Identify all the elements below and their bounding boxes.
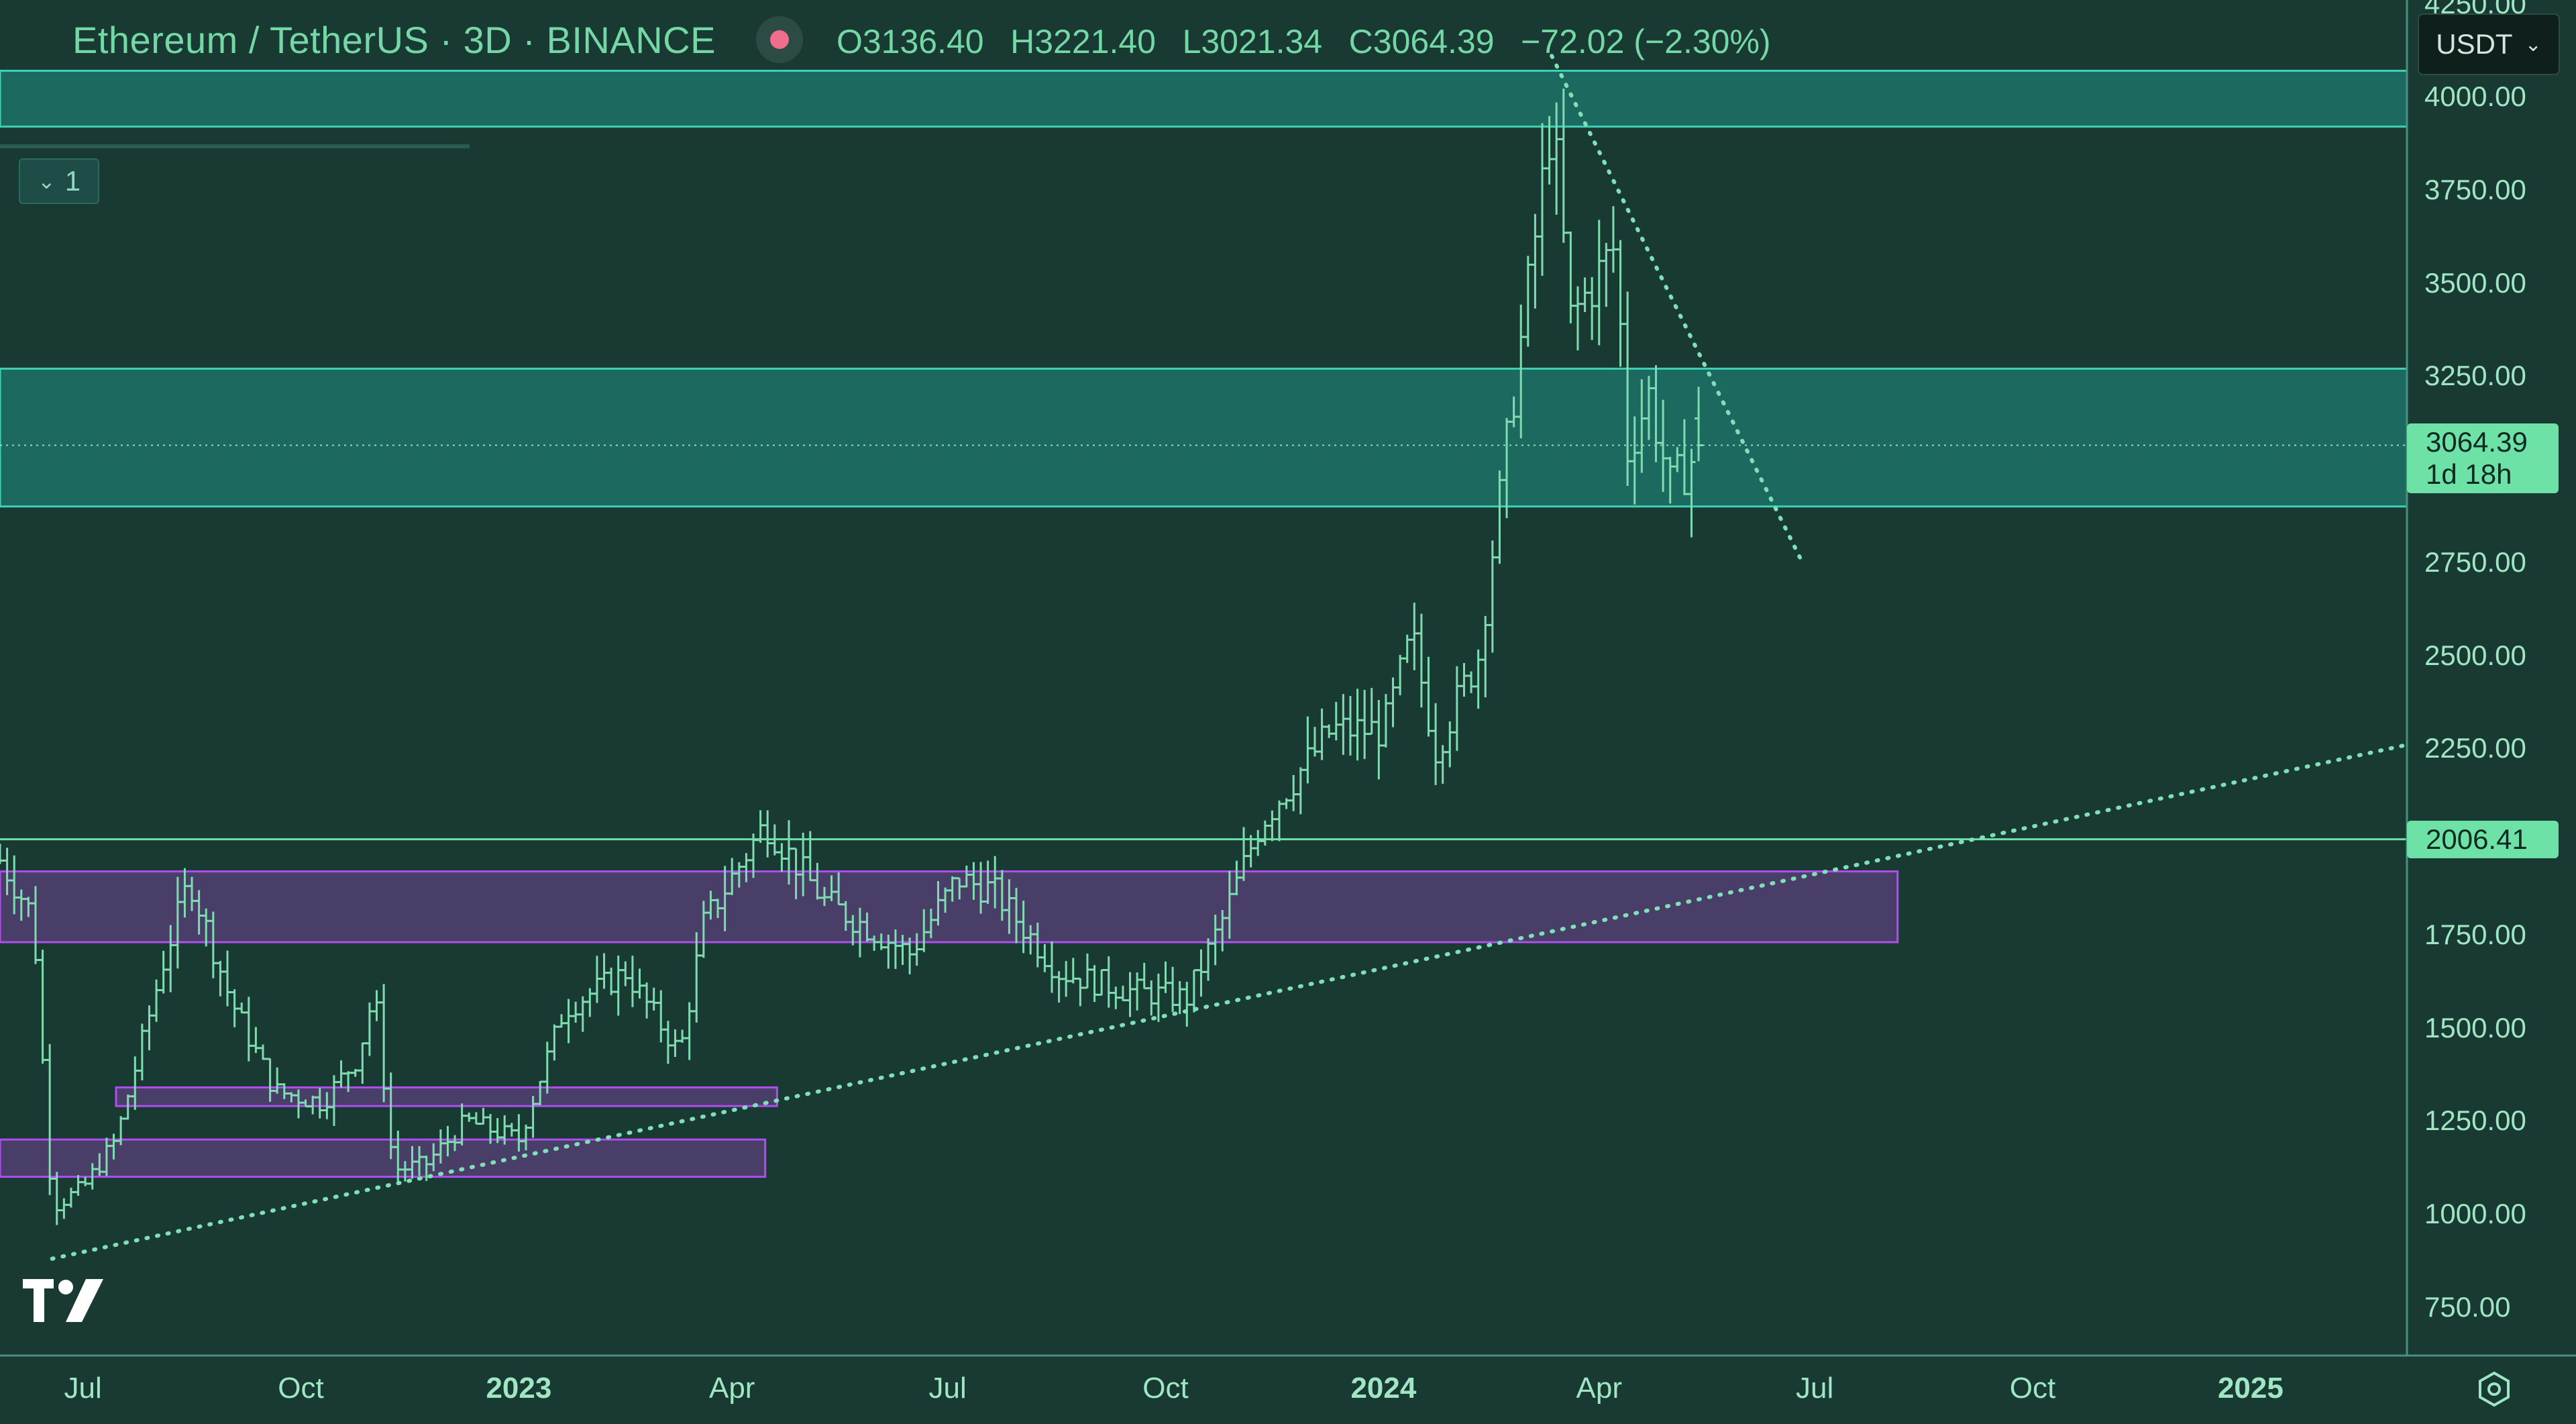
- open-value: O3136.40: [836, 22, 984, 60]
- dotted-trendline-1[interactable]: [1550, 54, 1803, 561]
- current-price-tag: 3064.39 1d 18h: [2407, 423, 2559, 494]
- currency-select-button[interactable]: USDT ⌄: [2418, 13, 2560, 75]
- ohlc-bar-238: [1687, 448, 1696, 538]
- price-tick-label-1: 4000.00: [2424, 81, 2526, 113]
- high-value: H3221.40: [1010, 22, 1156, 60]
- chevron-down-icon: ⌄: [2524, 33, 2542, 56]
- settings-gear-icon[interactable]: [2474, 1369, 2514, 1409]
- level-price-tag: 2006.41: [2407, 820, 2559, 858]
- price-tick-label-7: 2250.00: [2424, 732, 2526, 764]
- time-tick-label-4: Jul: [928, 1372, 967, 1405]
- indicator-toggle-button[interactable]: ⌄ 1: [19, 158, 99, 204]
- ohlc-values: O3136.40 H3221.40 L3021.34 C3064.39 −72.…: [837, 18, 1787, 62]
- time-tick-label-6: 2024: [1350, 1372, 1417, 1405]
- time-tick-label-0: Jul: [64, 1372, 102, 1405]
- chart-header: Ethereum / TetherUS · 3D · BINANCE O3136…: [72, 16, 1787, 63]
- support-zone-3[interactable]: [115, 1086, 778, 1107]
- time-tick-label-7: Apr: [1576, 1372, 1622, 1405]
- chevron-down-icon: ⌄: [37, 169, 56, 193]
- time-tick-label-10: 2025: [2217, 1372, 2284, 1405]
- change-value: −72.02 (−2.30%): [1521, 22, 1771, 60]
- time-tick-label-8: Jul: [1796, 1372, 1834, 1405]
- price-tick-label-5: 2750.00: [2424, 546, 2526, 578]
- price-tick-label-0: 4250.00: [2424, 0, 2526, 19]
- current-price-value: 3064.39: [2426, 426, 2528, 458]
- ohlc-bar-239: [1695, 387, 1703, 462]
- time-tick-label-5: Oct: [1142, 1372, 1189, 1405]
- tradingview-logo-icon[interactable]: [20, 1275, 107, 1329]
- price-tick-label-12: 750.00: [2424, 1290, 2511, 1323]
- price-tick-label-9: 1500.00: [2424, 1011, 2526, 1044]
- trendlines-layer: [50, 54, 2409, 1261]
- price-tick-label-4: 3250.00: [2424, 360, 2526, 392]
- resistance-zone-0[interactable]: [0, 69, 2408, 128]
- ohlc-candles: [0, 89, 1703, 1225]
- price-tick-label-8: 1750.00: [2424, 918, 2526, 950]
- price-tick-label-2: 3750.00: [2424, 174, 2526, 206]
- time-tick-label-2: 2023: [486, 1372, 552, 1405]
- countdown-value: 1d 18h: [2426, 458, 2512, 491]
- resistance-zone-1[interactable]: [0, 367, 2408, 508]
- time-tick-label-9: Oct: [2009, 1372, 2056, 1405]
- currency-label: USDT: [2436, 28, 2513, 60]
- symbol-title[interactable]: Ethereum / TetherUS · 3D · BINANCE: [72, 18, 716, 61]
- price-tick-label-10: 1250.00: [2424, 1105, 2526, 1137]
- low-value: L3021.34: [1182, 22, 1323, 60]
- dotted-trendline-0[interactable]: [50, 742, 2409, 1261]
- price-tick-label-3: 3500.00: [2424, 266, 2526, 299]
- zones-layer: [0, 69, 2408, 1178]
- price-tick-label-11: 1000.00: [2424, 1198, 2526, 1230]
- support-zone-4[interactable]: [0, 1138, 767, 1178]
- indicator-count: 1: [64, 165, 81, 197]
- support-zone-2[interactable]: [0, 870, 1899, 944]
- time-tick-label-3: Apr: [708, 1372, 755, 1405]
- close-value: C3064.39: [1348, 22, 1495, 60]
- market-status-indicator[interactable]: [755, 16, 803, 63]
- status-dot-icon: [769, 30, 789, 49]
- price-tick-label-6: 2500.00: [2424, 639, 2526, 671]
- time-tick-label-1: Oct: [278, 1372, 324, 1405]
